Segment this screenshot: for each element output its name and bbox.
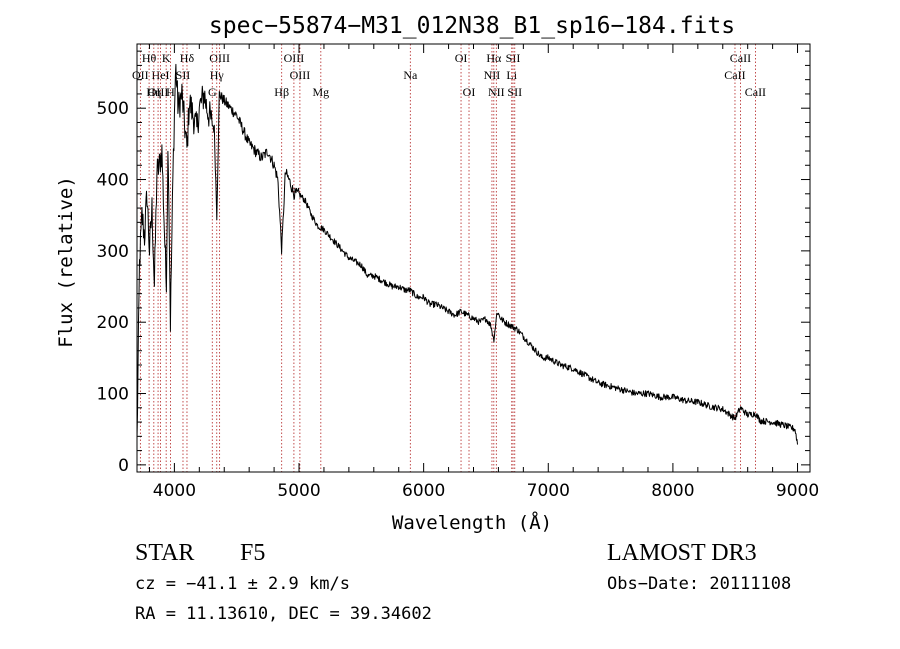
y-tick-label: 200 (97, 313, 129, 333)
y-tick-label: 0 (118, 456, 129, 476)
line-marker-label: SII (176, 68, 191, 82)
x-tick-label: 8000 (651, 481, 694, 501)
line-marker-label: Mg (312, 85, 329, 99)
line-marker-label: Hη (146, 85, 161, 99)
x-axis-label: Wavelength (Å) (392, 511, 552, 534)
x-tick-label: 4000 (153, 481, 196, 501)
line-marker-label: H (166, 85, 175, 99)
coordinates-info: RA = 11.13610, DEC = 39.34602 (135, 604, 432, 624)
line-marker-label: NII (488, 85, 505, 99)
y-axis-label: Flux (relative) (55, 176, 77, 348)
line-marker-label: OIII (284, 51, 305, 65)
chart-title: spec−55874−M31_012N38_B1_sp16−184.fits (209, 13, 735, 39)
x-tick-label: 5000 (277, 481, 320, 501)
y-tick-label: 300 (97, 242, 129, 262)
line-marker-label: Li (506, 68, 517, 82)
line-marker-label: G (208, 85, 217, 99)
spectral-line-markers: Hθ K Hδ OIII OIII OI Hα SII CaII OII HeI SII Hγ OIII N… (132, 44, 766, 472)
line-marker-label: Hδ (180, 51, 195, 65)
line-marker-label: OIII (290, 68, 311, 82)
line-marker-label: CaII (724, 68, 745, 82)
object-subclass: F5 (240, 540, 265, 566)
y-axis-ticks: 0 100 200 300 400 500 (97, 50, 810, 476)
spectrum-series (136, 63, 798, 445)
x-axis-ticks: 4000 5000 6000 7000 8000 9000 (148, 44, 819, 501)
line-marker-label: OII (132, 68, 149, 82)
line-marker-label: CaII (730, 51, 751, 65)
y-tick-label: 500 (97, 99, 129, 119)
x-tick-label: 6000 (402, 481, 445, 501)
line-marker-label: HeI (152, 68, 170, 82)
line-marker-label: Hβ (274, 85, 289, 99)
survey-name: LAMOST DR3 (607, 540, 757, 566)
line-marker-label: SII (506, 51, 521, 65)
spectrum-line (136, 63, 798, 445)
redshift-info: cz = −41.1 ± 2.9 km/s (135, 574, 350, 594)
line-marker-label: OIII (148, 85, 169, 99)
line-marker-label: Hθ (142, 51, 157, 65)
y-tick-label: 400 (97, 171, 129, 191)
line-marker-label: Na (403, 68, 418, 82)
line-marker-label: Hγ (210, 68, 225, 82)
y-tick-label: 100 (97, 385, 129, 405)
line-marker-label: Hα (486, 51, 502, 65)
line-marker-label: SII (507, 85, 522, 99)
plot-frame (136, 43, 811, 473)
line-marker-label: OIII (209, 51, 230, 65)
x-tick-label: 7000 (527, 481, 570, 501)
line-marker-label: OI (455, 51, 468, 65)
object-class: STAR (135, 540, 194, 566)
line-marker-label: NII (484, 68, 501, 82)
x-tick-label: 9000 (776, 481, 819, 501)
line-marker-label: OI (463, 85, 476, 99)
observation-date: Obs−Date: 20111108 (607, 574, 791, 594)
line-marker-label: K (162, 51, 171, 65)
line-marker-label: CaII (745, 85, 766, 99)
